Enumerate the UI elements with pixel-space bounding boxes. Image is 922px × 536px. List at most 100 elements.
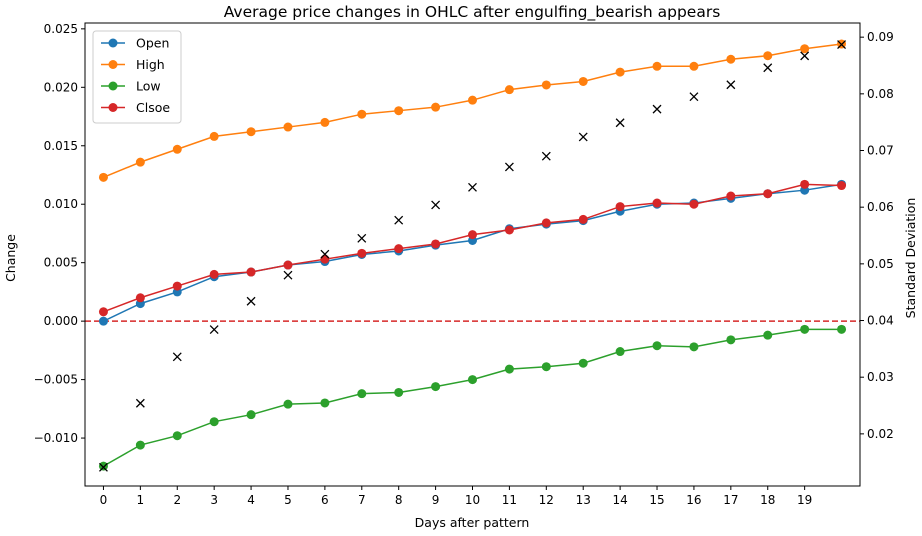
point-low-5 bbox=[283, 399, 293, 409]
x-tick-label-18: 18 bbox=[760, 493, 775, 507]
y2-tick-label-3: 0.05 bbox=[867, 257, 894, 271]
point-clsoe-11 bbox=[504, 225, 514, 235]
y2-tick-label-5: 0.07 bbox=[867, 144, 894, 158]
y-tick-label-2: 0.000 bbox=[44, 314, 78, 328]
point-clsoe-18 bbox=[763, 189, 773, 199]
x-tick-label-6: 6 bbox=[321, 493, 329, 507]
legend-marker-open bbox=[108, 38, 118, 48]
point-clsoe-5 bbox=[283, 260, 293, 270]
x-tick-label-4: 4 bbox=[247, 493, 255, 507]
point-high-11 bbox=[504, 85, 514, 95]
point-low-2 bbox=[172, 431, 182, 441]
point-low-18 bbox=[763, 330, 773, 340]
point-high-13 bbox=[578, 76, 588, 86]
point-high-14 bbox=[615, 67, 625, 77]
x-tick-label-1: 1 bbox=[137, 493, 145, 507]
axes: 0 1 2 3 4 5 6 7 8 9 10 11 12 13 14 15 16 17 18 19−0.010−0.0… bbox=[34, 22, 894, 507]
y2-tick-label-1: 0.03 bbox=[867, 370, 894, 384]
point-clsoe-8 bbox=[394, 244, 404, 254]
point-low-1 bbox=[135, 440, 145, 450]
x-tick-label-9: 9 bbox=[432, 493, 440, 507]
std-marker-4 bbox=[246, 296, 256, 306]
plot-area bbox=[85, 39, 860, 472]
std-marker-0 bbox=[98, 462, 108, 472]
point-clsoe-14 bbox=[615, 202, 625, 212]
y2-tick-label-0: 0.02 bbox=[867, 427, 894, 441]
std-marker-18 bbox=[763, 63, 773, 73]
point-low-20 bbox=[837, 324, 847, 334]
point-clsoe-20 bbox=[837, 181, 847, 191]
y-tick-label-3: 0.005 bbox=[44, 256, 78, 270]
point-high-2 bbox=[172, 144, 182, 154]
legend-marker-low bbox=[108, 81, 118, 91]
point-high-7 bbox=[357, 109, 367, 119]
point-clsoe-15 bbox=[652, 198, 662, 208]
point-clsoe-3 bbox=[209, 269, 219, 279]
point-high-19 bbox=[800, 44, 810, 54]
point-high-10 bbox=[468, 95, 477, 105]
point-low-9 bbox=[431, 382, 441, 392]
legend-label-high: High bbox=[136, 57, 165, 72]
std-marker-13 bbox=[578, 132, 588, 142]
point-high-4 bbox=[246, 127, 256, 137]
y-tick-label-5: 0.015 bbox=[44, 139, 78, 153]
std-marker-11 bbox=[504, 162, 514, 172]
point-clsoe-2 bbox=[172, 281, 182, 291]
std-marker-3 bbox=[209, 325, 219, 335]
y-axis-title: Change bbox=[3, 234, 18, 282]
legend-marker-high bbox=[108, 60, 118, 69]
y2-tick-label-7: 0.09 bbox=[867, 30, 894, 44]
legend-label-low: Low bbox=[136, 79, 161, 94]
x-tick-label-19: 19 bbox=[797, 493, 812, 507]
std-marker-16 bbox=[689, 92, 699, 102]
point-low-0 bbox=[98, 461, 108, 471]
x-tick-label-7: 7 bbox=[358, 493, 366, 507]
point-low-13 bbox=[578, 358, 588, 368]
point-low-7 bbox=[357, 389, 367, 399]
point-low-4 bbox=[246, 410, 256, 420]
x-tick-label-15: 15 bbox=[649, 493, 664, 507]
std-marker-19 bbox=[800, 51, 810, 61]
std-marker-9 bbox=[431, 200, 441, 210]
point-high-0 bbox=[98, 172, 108, 182]
point-high-16 bbox=[689, 61, 699, 71]
std-marker-1 bbox=[135, 398, 145, 408]
point-high-18 bbox=[763, 51, 773, 61]
y2-tick-label-2: 0.04 bbox=[867, 314, 894, 328]
point-high-3 bbox=[209, 131, 219, 141]
point-clsoe-10 bbox=[468, 230, 477, 240]
point-low-17 bbox=[726, 335, 736, 345]
point-clsoe-6 bbox=[320, 254, 330, 264]
std-marker-10 bbox=[468, 182, 477, 192]
point-clsoe-7 bbox=[357, 248, 367, 258]
point-low-12 bbox=[541, 362, 551, 372]
x-tick-label-10: 10 bbox=[465, 493, 480, 507]
std-marker-17 bbox=[726, 80, 736, 90]
x-tick-label-0: 0 bbox=[100, 493, 108, 507]
std-marker-15 bbox=[652, 104, 662, 114]
std-marker-12 bbox=[541, 151, 551, 161]
legend-marker-clsoe bbox=[108, 103, 118, 112]
std-marker-5 bbox=[283, 270, 293, 280]
std-marker-8 bbox=[394, 215, 404, 225]
point-low-15 bbox=[652, 341, 662, 351]
legend-box bbox=[92, 30, 182, 124]
point-low-6 bbox=[320, 398, 330, 408]
series-line-low bbox=[103, 328, 842, 467]
point-high-9 bbox=[431, 102, 441, 112]
legend: Open High Low Clsoe bbox=[92, 30, 182, 124]
x-tick-label-17: 17 bbox=[723, 493, 738, 507]
y-tick-label-6: 0.020 bbox=[44, 80, 78, 94]
point-high-5 bbox=[283, 122, 293, 132]
y-tick-label-7: 0.025 bbox=[44, 22, 78, 36]
y2-tick-label-6: 0.08 bbox=[867, 87, 894, 101]
point-low-14 bbox=[615, 347, 625, 357]
series-line-high bbox=[103, 43, 842, 179]
point-clsoe-1 bbox=[135, 293, 145, 303]
point-clsoe-19 bbox=[800, 179, 810, 189]
point-clsoe-9 bbox=[431, 239, 441, 249]
point-clsoe-4 bbox=[246, 267, 256, 277]
point-low-16 bbox=[689, 342, 699, 352]
point-high-12 bbox=[541, 80, 551, 90]
